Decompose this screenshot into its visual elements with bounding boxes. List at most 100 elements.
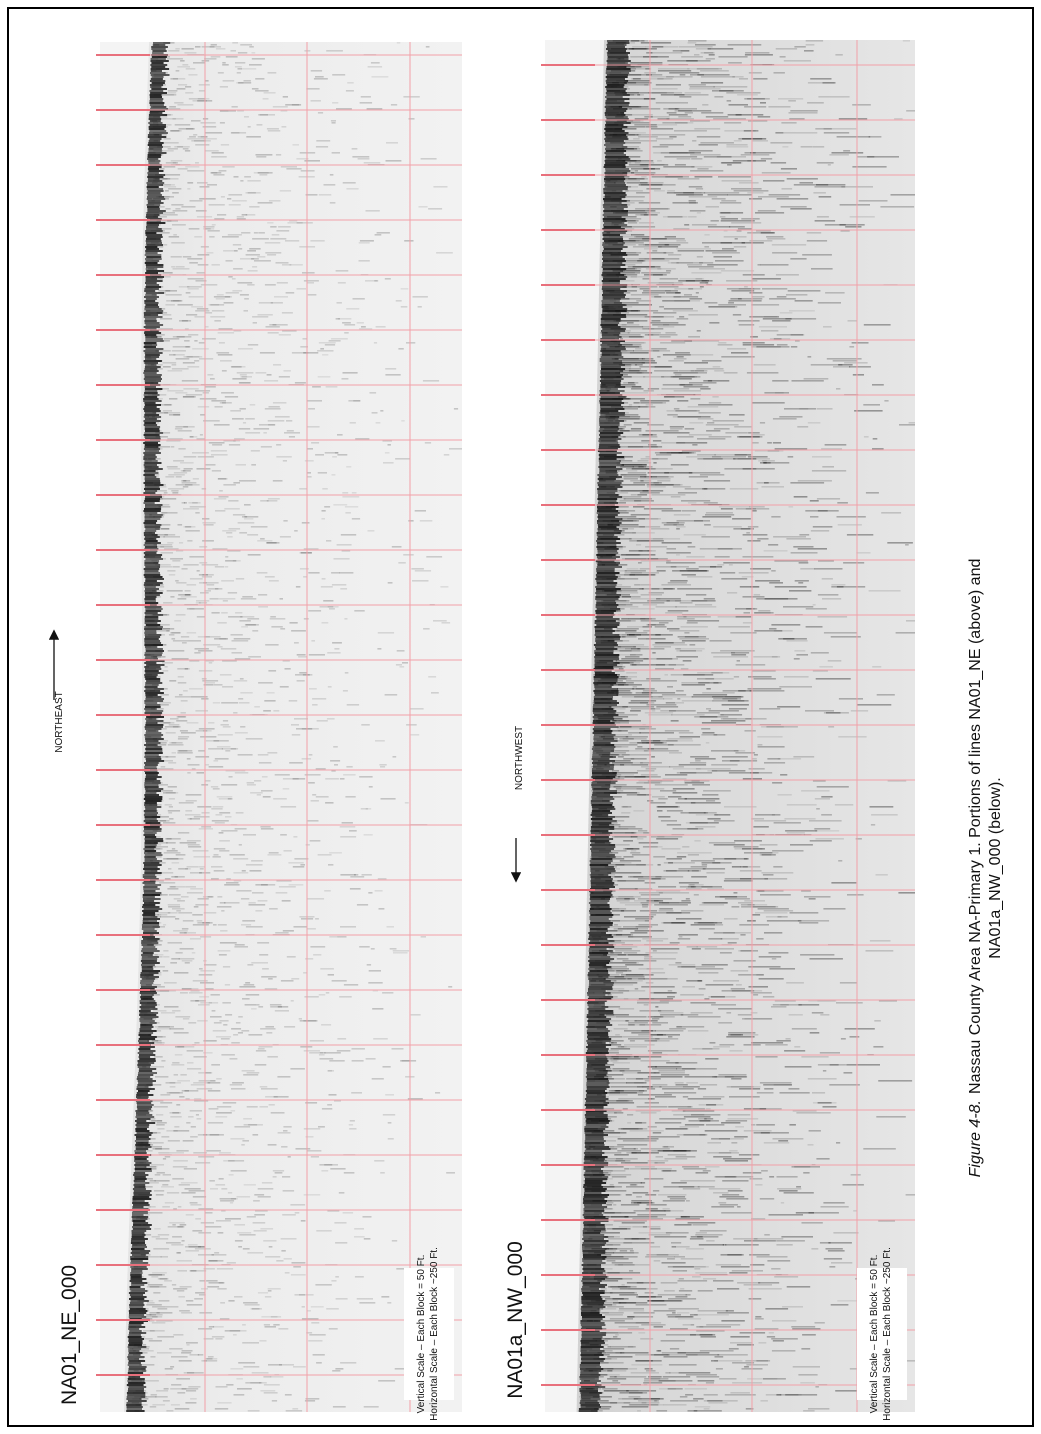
reflector: [244, 1184, 256, 1186]
water-column: [100, 316, 142, 318]
seabed: [139, 1050, 155, 1052]
reflector: [262, 1182, 273, 1184]
reflector: [251, 1308, 262, 1310]
reflector: [759, 326, 787, 328]
reflector: [688, 288, 693, 290]
reflector: [226, 56, 238, 58]
seabed: [145, 622, 158, 624]
reflector: [207, 374, 213, 376]
reflector: [386, 160, 402, 162]
reflector: [190, 506, 206, 508]
reflector: [652, 238, 685, 240]
water-column: [100, 344, 141, 346]
reflector: [163, 1400, 170, 1402]
reflector: [178, 598, 187, 600]
reflector: [776, 274, 799, 276]
reflector: [294, 858, 308, 860]
seabed: [602, 274, 625, 276]
reflector: [653, 274, 667, 276]
seabed: [604, 128, 622, 130]
seabed: [148, 200, 161, 202]
reflector: [156, 1390, 168, 1392]
seabed: [145, 676, 157, 678]
reflector: [212, 820, 229, 822]
water-column: [545, 270, 599, 272]
reflector: [220, 902, 226, 904]
reflector: [254, 1194, 264, 1196]
water-column: [545, 242, 600, 244]
seabed: [145, 566, 160, 568]
reflector: [234, 946, 248, 948]
water-column: [100, 232, 143, 234]
reflector: [259, 424, 275, 426]
reflector: [225, 1218, 241, 1220]
seabed: [144, 810, 157, 812]
water-column: [100, 872, 141, 874]
reflector: [316, 1230, 331, 1232]
seabed: [137, 1104, 154, 1106]
reflector: [273, 798, 287, 800]
reflector: [231, 132, 240, 134]
water-column: [100, 1190, 130, 1192]
reflector: [294, 926, 307, 928]
reflector: [233, 514, 245, 516]
reflector: [271, 1376, 284, 1378]
reflector: [177, 1392, 185, 1394]
seabed: [607, 62, 628, 64]
reflector: [853, 374, 864, 376]
reflector: [385, 452, 390, 454]
seabed: [144, 500, 160, 502]
reflector: [230, 410, 241, 412]
reflector: [334, 764, 338, 766]
reflector: [238, 248, 242, 250]
reflector: [221, 392, 234, 394]
water-column: [545, 146, 602, 148]
seabed: [145, 618, 159, 620]
water-column: [545, 124, 602, 126]
water-column: [100, 572, 142, 574]
reflector: [190, 1354, 200, 1356]
reflector: [689, 200, 696, 202]
seabed: [144, 574, 161, 576]
seabed: [146, 242, 162, 244]
reflector: [336, 270, 349, 272]
reflector: [718, 304, 746, 306]
reflector: [261, 446, 272, 448]
reflector: [187, 366, 199, 368]
water-column: [100, 112, 147, 114]
reflector: [787, 178, 818, 180]
reflector: [186, 292, 191, 294]
seabed: [148, 122, 162, 124]
reflector: [660, 144, 684, 146]
reflector: [688, 336, 700, 338]
reflector: [190, 1202, 198, 1204]
reflector: [273, 106, 288, 108]
reflector: [247, 618, 259, 620]
reflector: [245, 1304, 260, 1306]
seabed: [144, 892, 162, 894]
reflector: [224, 508, 240, 510]
reflector: [189, 992, 203, 994]
water-column: [100, 532, 141, 534]
reflector: [275, 416, 290, 418]
reflector: [259, 1046, 273, 1048]
reflector: [312, 386, 321, 388]
reflector: [180, 730, 188, 732]
reflector: [279, 886, 296, 888]
water-column: [100, 1266, 128, 1268]
reflector: [337, 434, 343, 436]
seabed: [138, 1074, 153, 1076]
water-column: [100, 778, 142, 780]
reflector: [359, 776, 372, 778]
reflector: [317, 720, 328, 722]
reflector: [419, 206, 428, 208]
seabed: [144, 572, 160, 574]
reflector: [182, 64, 188, 66]
reflector: [216, 1112, 232, 1114]
reflector: [411, 734, 420, 736]
reflector: [390, 948, 397, 950]
seabed: [144, 690, 160, 692]
water-column: [100, 310, 142, 312]
reflector: [163, 722, 174, 724]
seabed: [144, 564, 160, 566]
